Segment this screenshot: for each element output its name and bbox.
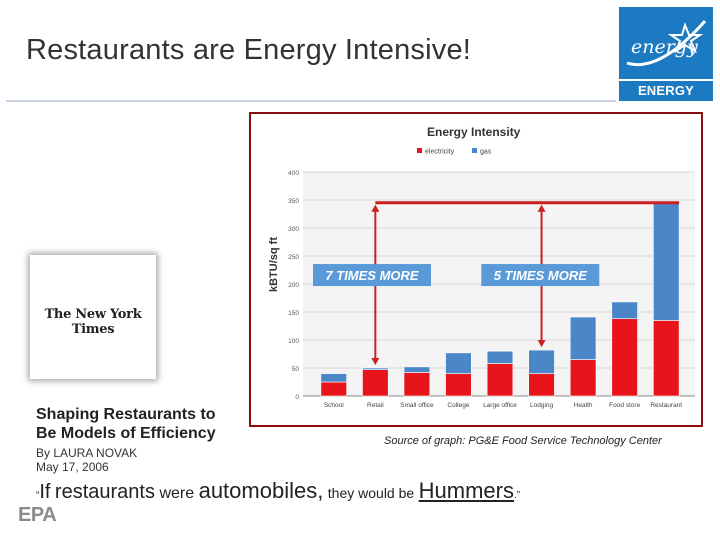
bar-electricity-4 — [486, 363, 514, 397]
slide-title: Restaurants are Energy Intensive! — [26, 34, 472, 66]
bar-gas-8 — [653, 202, 680, 321]
bar-gas-2 — [403, 366, 431, 373]
x-tick-label: Retail — [367, 402, 384, 409]
epa-logo-text: EPA — [18, 504, 57, 526]
y-axis-label: kBTU/sq ft — [268, 237, 280, 292]
nyt-masthead: The New York Times — [44, 307, 142, 337]
bar-electricity-6 — [569, 359, 597, 397]
x-tick-label: Food store — [609, 402, 640, 409]
chart-source-note: Source of graph: PG&E Food Service Techn… — [384, 435, 662, 447]
quote-word-if: If — [39, 481, 51, 503]
y-tick-label: 50 — [292, 366, 300, 373]
callout-text-left: 7 TIMES MORE — [325, 268, 419, 283]
energy-star-icon: energy — [626, 20, 707, 67]
nyt-masthead-card: The New York Times — [30, 255, 156, 379]
y-tick-label: 400 — [288, 170, 299, 177]
article-headline: Shaping Restaurants to Be Models of Effi… — [36, 405, 251, 443]
quote-open-mark: “ — [36, 490, 40, 501]
energy-intensity-chart: 0 50 100 150 200 250 300 350 400 Energy Intensity… — [249, 112, 703, 427]
chart-title: Energy Intensity — [427, 125, 521, 139]
byline-date: May 17, 2006 — [36, 460, 109, 474]
callout-box-right — [481, 264, 600, 287]
x-tick-label: Restaurant — [650, 402, 682, 409]
energy-star-caption: ENERGY STAR — [619, 79, 713, 118]
legend-label-gas: gas — [480, 149, 492, 156]
x-tick-label: School — [324, 402, 344, 409]
energy-script-text: energy — [631, 36, 698, 58]
y-tick-label: 350 — [288, 198, 299, 205]
arrow-head-down-1 — [537, 340, 546, 348]
bar-electricity-7 — [611, 318, 638, 397]
bar-gas-7 — [611, 301, 638, 320]
x-tick-label: Small office — [400, 402, 434, 409]
headline-line-1: Shaping Restaurants to — [36, 406, 216, 423]
bar-electricity-0 — [320, 381, 347, 397]
bar-gas-1 — [362, 367, 389, 370]
quote-word-restaurants: restaurants — [54, 481, 155, 503]
quote-close-mark: .” — [513, 490, 521, 501]
y-tick-label: 150 — [288, 310, 299, 317]
bar-electricity-2 — [403, 372, 431, 397]
arrow-head-down-0 — [371, 358, 380, 365]
quote-word-hummers: Hummers — [418, 478, 514, 503]
callout-box-left — [313, 264, 431, 287]
arrow-head-up-1 — [537, 204, 546, 212]
quote-word-they-would-be: they would be — [327, 485, 415, 501]
y-tick-label: 0 — [295, 394, 299, 401]
bar-electricity-1 — [362, 369, 389, 397]
bar-gas-6 — [569, 316, 597, 360]
bar-electricity-8 — [653, 320, 680, 397]
hummer-quote: “If restaurants were automobiles, they w… — [36, 478, 520, 504]
x-tick-label: College — [447, 402, 469, 409]
headline-line-2: Be Models of Efficiency — [36, 425, 216, 442]
bar-electricity-3 — [445, 373, 472, 397]
arrow-head-up-0 — [371, 204, 380, 212]
bar-gas-0 — [320, 373, 347, 383]
legend-swatch-gas — [472, 148, 477, 153]
quote-word-automobiles: automobiles, — [198, 478, 324, 503]
x-tick-label: Lodging — [530, 402, 554, 409]
callout-text-right: 5 TIMES MORE — [494, 268, 588, 283]
bar-gas-4 — [486, 350, 514, 364]
title-divider — [6, 100, 616, 102]
bar-electricity-5 — [528, 373, 555, 397]
epa-logo: EPA — [18, 504, 57, 527]
bar-gas-3 — [445, 352, 472, 374]
y-tick-label: 300 — [288, 226, 299, 233]
energy-star-logo: energy ENERGY STAR — [617, 5, 715, 118]
article-byline: By LAURA NOVAK May 17, 2006 — [36, 446, 137, 474]
y-tick-label: 100 — [288, 338, 299, 345]
byline-author: By LAURA NOVAK — [36, 446, 138, 460]
bar-gas-5 — [528, 349, 555, 374]
x-tick-label: Large office — [483, 402, 517, 409]
y-tick-label: 250 — [288, 254, 299, 261]
x-tick-label: Health — [574, 402, 593, 409]
quote-word-were: were — [159, 485, 195, 502]
chart-canvas: 0 50 100 150 200 250 300 350 400 Energy Intensity… — [268, 125, 695, 409]
y-tick-label: 200 — [288, 282, 299, 289]
legend-label-electricity: electricity — [425, 149, 455, 156]
legend-swatch-electricity — [417, 148, 422, 153]
